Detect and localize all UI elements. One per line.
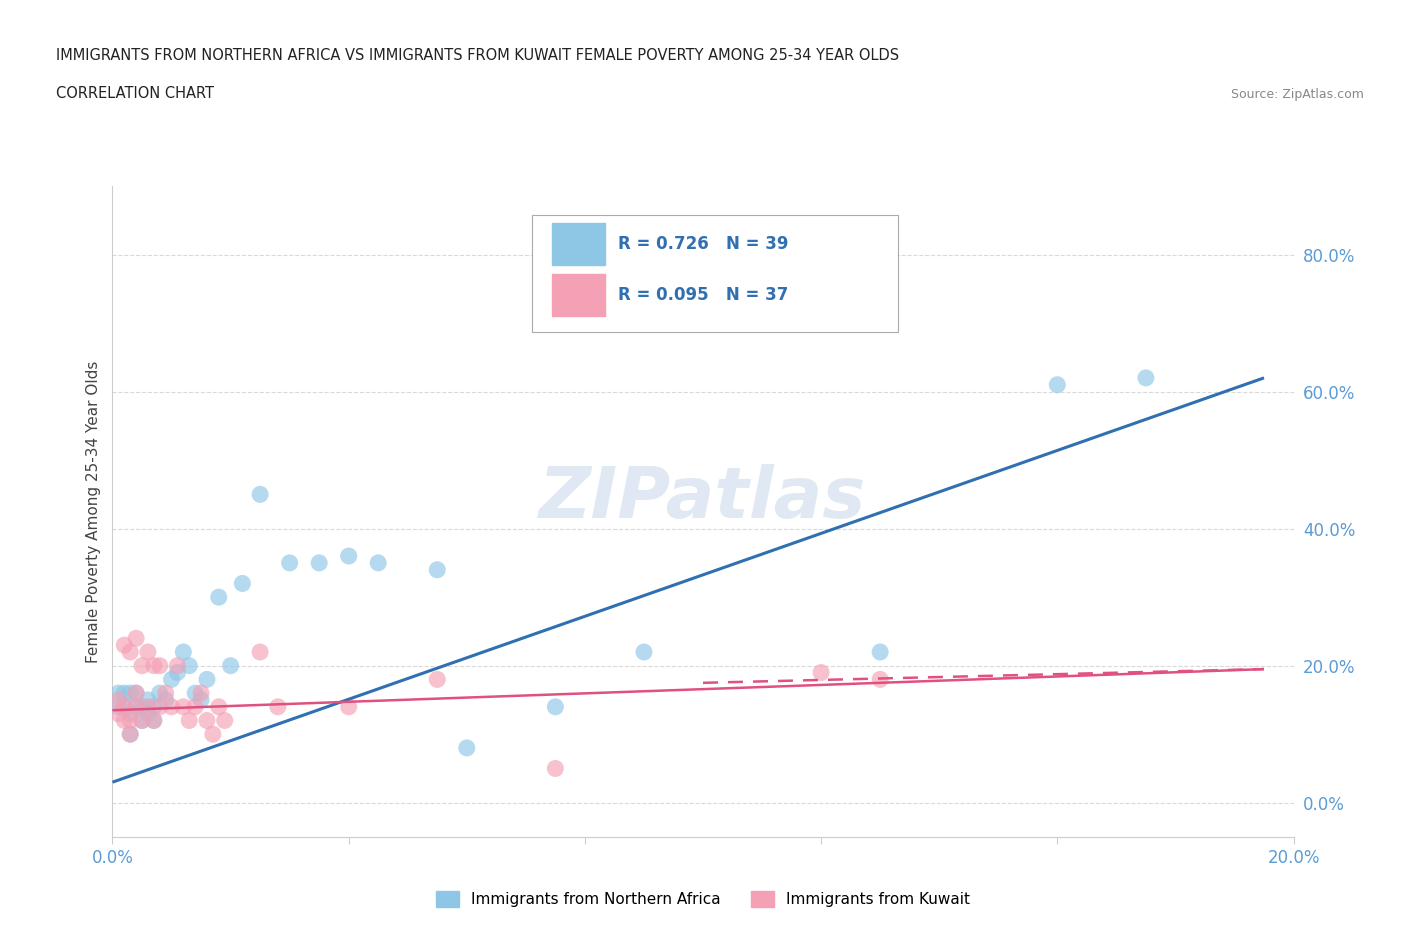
Point — [125, 699, 148, 714]
Point — [142, 699, 165, 714]
Point — [136, 644, 159, 659]
Bar — [551, 222, 605, 265]
Bar — [551, 273, 605, 316]
Point — [214, 713, 236, 728]
Point — [112, 685, 135, 700]
Point — [267, 699, 290, 714]
Point — [426, 672, 449, 687]
Point — [195, 672, 218, 687]
Point — [120, 713, 142, 728]
Point — [120, 706, 142, 721]
Point — [190, 693, 212, 708]
Point — [112, 638, 135, 653]
Point — [107, 706, 129, 721]
Point — [120, 726, 142, 741]
Point — [544, 761, 567, 776]
Point — [184, 699, 207, 714]
Point — [120, 726, 142, 741]
Y-axis label: Female Poverty Among 25-34 Year Olds: Female Poverty Among 25-34 Year Olds — [86, 360, 101, 663]
Point — [810, 665, 832, 680]
Point — [136, 706, 159, 721]
Text: R = 0.095   N = 37: R = 0.095 N = 37 — [619, 286, 789, 304]
Point — [633, 644, 655, 659]
Point — [278, 555, 301, 570]
Point — [1135, 370, 1157, 385]
Point — [166, 665, 188, 680]
Point — [190, 685, 212, 700]
Point — [125, 631, 148, 645]
Point — [112, 699, 135, 714]
Point — [426, 563, 449, 578]
Point — [337, 549, 360, 564]
Point — [125, 699, 148, 714]
Point — [195, 713, 218, 728]
Point — [231, 576, 253, 591]
Point — [869, 672, 891, 687]
Point — [131, 699, 153, 714]
Point — [149, 699, 172, 714]
Point — [160, 699, 183, 714]
Text: CORRELATION CHART: CORRELATION CHART — [56, 86, 214, 100]
Point — [544, 699, 567, 714]
Text: IMMIGRANTS FROM NORTHERN AFRICA VS IMMIGRANTS FROM KUWAIT FEMALE POVERTY AMONG 2: IMMIGRANTS FROM NORTHERN AFRICA VS IMMIG… — [56, 48, 900, 63]
Point — [125, 685, 148, 700]
Point — [172, 644, 194, 659]
Point — [131, 658, 153, 673]
Point — [201, 726, 224, 741]
Point — [249, 487, 271, 502]
Point — [172, 699, 194, 714]
Point — [179, 658, 201, 673]
Point — [125, 685, 148, 700]
Text: Source: ZipAtlas.com: Source: ZipAtlas.com — [1230, 87, 1364, 100]
Text: R = 0.726   N = 39: R = 0.726 N = 39 — [619, 235, 789, 253]
Point — [337, 699, 360, 714]
Point — [131, 713, 153, 728]
Point — [367, 555, 389, 570]
Point — [308, 555, 330, 570]
Point — [155, 693, 177, 708]
Point — [142, 658, 165, 673]
Point — [208, 590, 231, 604]
Point — [208, 699, 231, 714]
Point — [249, 644, 271, 659]
Point — [160, 672, 183, 687]
Point — [142, 713, 165, 728]
Point — [107, 693, 129, 708]
Point — [184, 685, 207, 700]
Point — [869, 644, 891, 659]
Text: ZIPatlas: ZIPatlas — [540, 464, 866, 533]
Point — [136, 699, 159, 714]
Point — [149, 685, 172, 700]
Point — [456, 740, 478, 755]
Point — [155, 685, 177, 700]
Point — [131, 713, 153, 728]
FancyBboxPatch shape — [531, 216, 898, 333]
Point — [166, 658, 188, 673]
Point — [149, 658, 172, 673]
Point — [136, 693, 159, 708]
Point — [112, 713, 135, 728]
Point — [179, 713, 201, 728]
Point — [112, 699, 135, 714]
Point — [107, 685, 129, 700]
Point — [1046, 378, 1069, 392]
Point — [120, 685, 142, 700]
Point — [142, 713, 165, 728]
Point — [120, 644, 142, 659]
Point — [219, 658, 242, 673]
Point — [107, 699, 129, 714]
Legend: Immigrants from Northern Africa, Immigrants from Kuwait: Immigrants from Northern Africa, Immigra… — [430, 884, 976, 913]
